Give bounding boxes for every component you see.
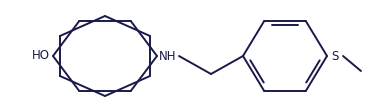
Text: HO: HO — [32, 50, 50, 62]
Text: NH: NH — [159, 50, 176, 62]
Text: S: S — [331, 50, 338, 62]
